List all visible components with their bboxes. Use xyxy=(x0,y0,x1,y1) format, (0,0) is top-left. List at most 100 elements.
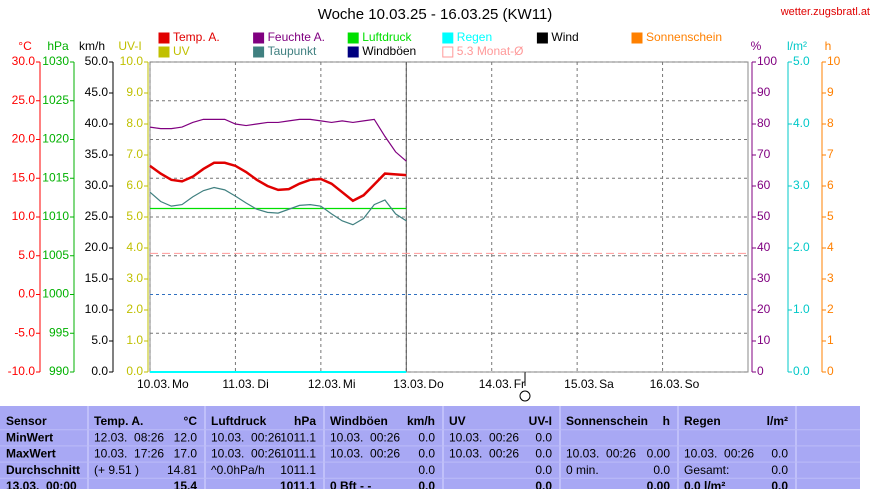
table-row-label: Durchschnitt xyxy=(6,463,80,477)
y-tick-label: 6 xyxy=(827,178,834,192)
table-bg xyxy=(0,406,860,489)
x-tick-label: 14.03. xyxy=(479,377,512,391)
legend-label: UV xyxy=(173,44,190,58)
table-cell-time: 10.03. 00:26 xyxy=(211,447,281,461)
table-header-unit: hPa xyxy=(294,414,316,428)
table-cell-value: 17.0 xyxy=(174,447,198,461)
table-header: Sonnenschein xyxy=(566,414,648,428)
y-tick-label: 0.0 xyxy=(126,364,143,378)
table-cell-value: 0.00 xyxy=(647,447,671,461)
table-cell-value: 14.81 xyxy=(167,463,197,477)
table-cell-time: 0 min. xyxy=(566,463,599,477)
axis-title: l/m² xyxy=(787,39,807,53)
table-cell-value: 0.0 xyxy=(771,463,788,477)
y-tick-label: 2 xyxy=(827,302,834,316)
table-cell-value: 0.0 xyxy=(771,479,788,489)
y-tick-label: 60 xyxy=(757,178,771,192)
table-cell-value: 1011.1 xyxy=(280,430,316,444)
x-tick-label: 12.03. xyxy=(308,377,341,391)
table-cell-time: 10.03. 00:26 xyxy=(684,447,754,461)
y-tick-label: 1010 xyxy=(42,209,69,223)
table-header-unit: h xyxy=(663,414,670,428)
series-line xyxy=(149,186,407,226)
y-tick-label: 5.0 xyxy=(793,54,810,68)
x-tick-label: 10.03. xyxy=(137,377,170,391)
y-tick-label: 100 xyxy=(757,54,777,68)
y-tick-label: 1 xyxy=(827,333,834,347)
y-tick-label: 40.0 xyxy=(85,116,109,130)
y-tick-label: 25.0 xyxy=(12,93,36,107)
y-tick-label: 15.0 xyxy=(12,170,36,184)
table-cell-value: 0.0 xyxy=(418,479,435,489)
legend-label: Taupunkt xyxy=(268,44,317,58)
legend-label: Feuchte A. xyxy=(268,30,325,44)
y-tick-label: 3 xyxy=(827,271,834,285)
axis-title: h xyxy=(825,39,832,53)
table-row-label: MinWert xyxy=(6,430,53,444)
x-tick-label: 15.03. xyxy=(564,377,597,391)
table-cell-value: 0.0 xyxy=(535,463,552,477)
legend-swatch xyxy=(253,32,265,44)
x-weekday-label: So xyxy=(685,377,700,391)
table-header: Sensor xyxy=(6,414,47,428)
table-cell-time: 10.03. 00:26 xyxy=(211,430,281,444)
axis-title: km/h xyxy=(79,39,105,53)
chart-title: Woche 10.03.25 - 16.03.25 (KW11) xyxy=(318,6,553,23)
y-tick-label: 8 xyxy=(827,116,834,130)
table-header: Temp. A. xyxy=(94,414,143,428)
table-cell-value: 0.0 xyxy=(535,447,552,461)
plot-area xyxy=(149,61,749,373)
y-tick-label: 80 xyxy=(757,116,771,130)
table-cell-value: 1011.1 xyxy=(280,447,316,461)
x-tick-label: 11.03. xyxy=(222,377,254,391)
series-line xyxy=(149,118,407,162)
table-header: Regen xyxy=(684,414,721,428)
table-cell-time: 10.03. 00:26 xyxy=(449,430,519,444)
y-tick-label: 0 xyxy=(827,364,834,378)
table-cell-time: 10.03. 00:26 xyxy=(330,430,400,444)
axis-title: hPa xyxy=(47,39,69,53)
legend-label: Wind xyxy=(551,30,578,44)
table-cell-value: 1011.1 xyxy=(280,463,316,477)
y-tick-label: 1005 xyxy=(42,248,69,262)
legend-swatch xyxy=(253,46,265,58)
source: wetter.zugsbratl.at xyxy=(780,6,870,18)
y-tick-label: 90 xyxy=(757,85,771,99)
y-tick-label: 7 xyxy=(827,147,834,161)
y-tick-label: 20 xyxy=(757,302,771,316)
legend-label: Sonnenschein xyxy=(646,30,722,44)
y-tick-label: 3.0 xyxy=(793,178,810,192)
legend-label: Temp. A. xyxy=(173,30,220,44)
legend-swatch xyxy=(347,46,359,58)
y-tick-label: 1000 xyxy=(42,287,69,301)
table-cell-value: 0.0 xyxy=(653,463,670,477)
table-cell-value: 12.0 xyxy=(174,430,198,444)
table-cell-time: 10.03. 00:26 xyxy=(330,447,400,461)
y-tick-label: 6.0 xyxy=(126,178,143,192)
x-weekday-label: Mi xyxy=(343,377,356,391)
table-header-unit: l/m² xyxy=(767,414,788,428)
table-cell-value: 1011.1 xyxy=(280,479,316,489)
legend-label: Windböen xyxy=(362,44,416,58)
table-row-label: 13.03. 00:00 xyxy=(6,479,77,489)
y-tick-label: 990 xyxy=(49,364,69,378)
y-tick-label: -5.0 xyxy=(14,325,35,339)
legend-swatch xyxy=(631,32,643,44)
y-tick-label: 9.0 xyxy=(126,85,143,99)
table-cell-value: 0.00 xyxy=(647,479,671,489)
table-header-unit: UV-I xyxy=(529,414,552,428)
y-tick-label: 4.0 xyxy=(126,240,143,254)
legend-label: Regen xyxy=(457,30,492,44)
y-tick-label: 30.0 xyxy=(85,178,109,192)
y-tick-label: 20.0 xyxy=(12,132,36,146)
table-header-unit: °C xyxy=(184,414,198,428)
y-tick-label: 1.0 xyxy=(793,302,810,316)
y-tick-label: 0.0 xyxy=(793,364,810,378)
legend-swatch xyxy=(442,46,454,58)
table-header: Windböen xyxy=(330,414,388,428)
table-row-label: MaxWert xyxy=(6,447,56,461)
table-header: Luftdruck xyxy=(211,414,267,428)
table-cell-value: 0.0 xyxy=(535,479,552,489)
y-tick-label: 50.0 xyxy=(85,54,109,68)
